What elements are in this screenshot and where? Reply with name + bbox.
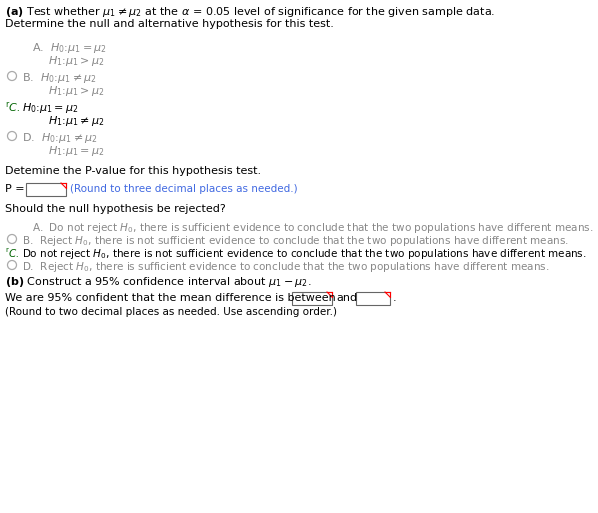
Text: D.  Reject $H_0$, there is sufficient evidence to conclude that the two populati: D. Reject $H_0$, there is sufficient evi… — [22, 260, 549, 274]
Text: A.  $H_0$:$\mu_1 = \mu_2$: A. $H_0$:$\mu_1 = \mu_2$ — [32, 41, 107, 55]
Text: $H_1$:$\mu_1 \neq \mu_2$: $H_1$:$\mu_1 \neq \mu_2$ — [48, 114, 105, 128]
Text: .: . — [393, 293, 396, 303]
Text: Do not reject $H_0$, there is not sufficient evidence to conclude that the two p: Do not reject $H_0$, there is not suffic… — [22, 247, 587, 261]
Text: $\mathbf{(a)}$ Test whether $\mu_1 \neq \mu_2$ at the $\alpha$ = 0.05 level of s: $\mathbf{(a)}$ Test whether $\mu_1 \neq … — [5, 5, 495, 19]
Text: $^\mathsf{r}$C.: $^\mathsf{r}$C. — [5, 247, 20, 260]
Text: $H_1$:$\mu_1 > \mu_2$: $H_1$:$\mu_1 > \mu_2$ — [48, 84, 105, 98]
Bar — [356, 292, 390, 305]
Text: P =: P = — [5, 184, 25, 194]
Text: B.  Reject $H_0$, there is not sufficient evidence to conclude that the two popu: B. Reject $H_0$, there is not sufficient… — [22, 234, 569, 248]
Bar — [292, 292, 332, 305]
Text: $H_1$:$\mu_1 = \mu_2$: $H_1$:$\mu_1 = \mu_2$ — [48, 144, 105, 158]
Text: A.  Do not reject $H_0$, there is sufficient evidence to conclude that the two p: A. Do not reject $H_0$, there is suffici… — [32, 221, 593, 235]
Text: Determine the null and alternative hypothesis for this test.: Determine the null and alternative hypot… — [5, 19, 334, 29]
Text: Detemine the P-value for this hypothesis test.: Detemine the P-value for this hypothesis… — [5, 166, 261, 176]
Text: Should the null hypothesis be rejected?: Should the null hypothesis be rejected? — [5, 204, 226, 214]
Bar — [26, 183, 66, 196]
Text: B.  $H_0$:$\mu_1 \neq \mu_2$: B. $H_0$:$\mu_1 \neq \mu_2$ — [22, 71, 97, 85]
Text: (Round to three decimal places as needed.): (Round to three decimal places as needed… — [70, 184, 298, 194]
Text: $^\mathsf{r}$C.: $^\mathsf{r}$C. — [5, 101, 20, 114]
Text: We are 95% confident that the mean difference is between: We are 95% confident that the mean diffe… — [5, 293, 335, 303]
Text: $H_0$:$\mu_1 = \mu_2$: $H_0$:$\mu_1 = \mu_2$ — [22, 101, 78, 115]
Text: $H_1$:$\mu_1 > \mu_2$: $H_1$:$\mu_1 > \mu_2$ — [48, 54, 105, 68]
Text: $\mathbf{(b)}$ Construct a 95% confidence interval about $\mu_1 - \mu_2$.: $\mathbf{(b)}$ Construct a 95% confidenc… — [5, 275, 312, 289]
Text: (Round to two decimal places as needed. Use ascending order.): (Round to two decimal places as needed. … — [5, 307, 337, 317]
Text: and: and — [336, 293, 357, 303]
Text: D.  $H_0$:$\mu_1 \neq \mu_2$: D. $H_0$:$\mu_1 \neq \mu_2$ — [22, 131, 97, 145]
